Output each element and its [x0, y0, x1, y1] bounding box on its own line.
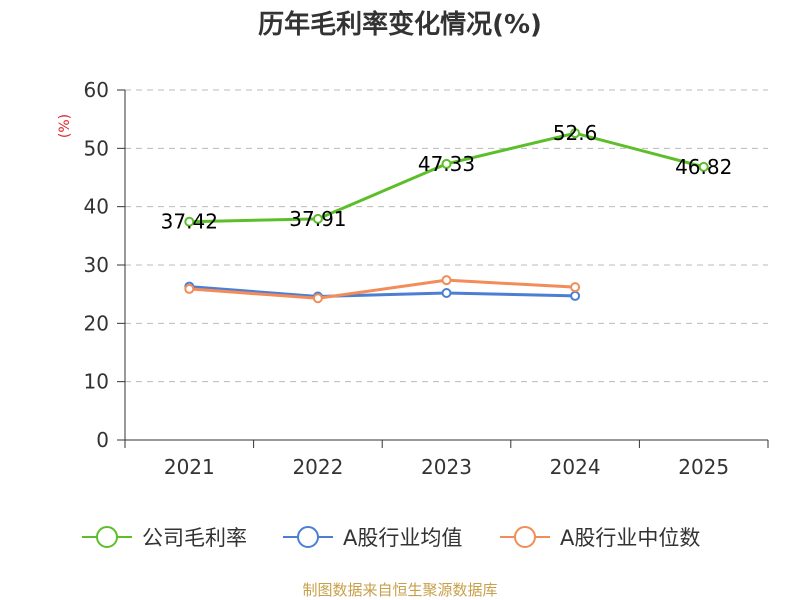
x-tick-label: 2022 [292, 455, 343, 479]
data-label: 47.33 [418, 152, 475, 176]
series-line-1 [189, 285, 576, 298]
series-lines [184, 128, 709, 304]
data-point [570, 282, 581, 293]
data-point [441, 288, 452, 298]
data-point [441, 275, 452, 286]
series-line-2 [189, 278, 576, 300]
series-line-0 [189, 131, 705, 224]
data-point [698, 161, 709, 172]
legend: 公司毛利率 A股行业均值 A股行业中位数 [82, 526, 700, 550]
grid-lines [125, 89, 768, 383]
legend-label: A股行业均值 [343, 526, 462, 550]
legend-label: 公司毛利率 [142, 526, 247, 550]
y-tick-label: 30 [84, 253, 109, 277]
y-tick-label: 40 [84, 195, 109, 219]
y-tick-label: 10 [84, 370, 109, 394]
legend-swatch-marker [96, 526, 118, 548]
y-tick-label: 0 [96, 428, 109, 452]
data-point [184, 283, 195, 294]
y-tick-label: 60 [84, 78, 109, 102]
y-tick-label: 50 [84, 136, 109, 160]
data-point [570, 128, 581, 139]
chart-title: 历年毛利率变化情况(%) [258, 9, 542, 40]
data-point [570, 290, 581, 301]
data-point [184, 216, 195, 227]
x-tick-label: 2024 [550, 455, 601, 479]
data-label: 37.91 [289, 207, 346, 231]
data-labels: 37.42 37.91 47.33 52.6 46.82 [161, 121, 733, 234]
source-note: 制图数据来自恒生聚源数据库 [302, 581, 497, 599]
data-label: 46.82 [675, 155, 732, 179]
data-label: 37.42 [161, 210, 218, 234]
legend-swatch-marker [514, 526, 536, 548]
data-point [312, 293, 323, 304]
data-label: 52.6 [553, 121, 598, 145]
x-tick-label: 2021 [164, 455, 215, 479]
x-tick-label: 2025 [678, 455, 729, 479]
data-point [441, 158, 452, 169]
x-tick-label: 2023 [421, 455, 472, 479]
legend-swatch-marker [297, 526, 319, 548]
y-tick-label: 20 [84, 311, 109, 335]
legend-label: A股行业中位数 [560, 526, 700, 550]
axes: 0 10 20 30 40 50 60 2021 2022 2023 2024 2025 [84, 78, 769, 479]
y-axis-label: (%) [57, 114, 73, 138]
data-point [312, 213, 323, 224]
